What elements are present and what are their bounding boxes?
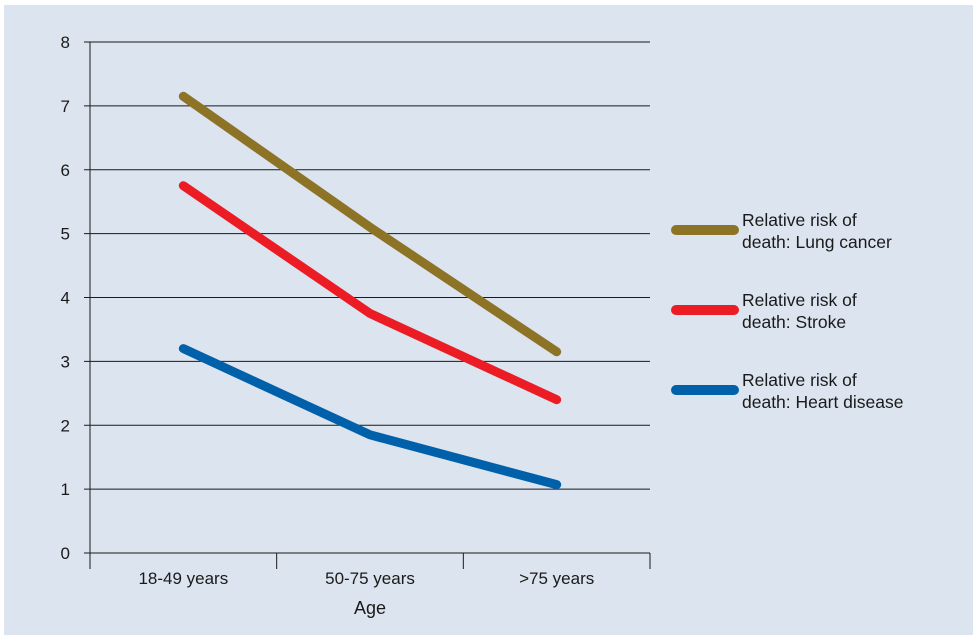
x-tick-label: >75 years (519, 569, 594, 588)
gridlines (90, 41, 650, 490)
y-tick-label: 2 (61, 416, 70, 435)
series-line (178, 91, 562, 357)
y-tick-label: 0 (61, 544, 70, 563)
y-tick-label: 6 (61, 161, 70, 180)
legend-label: death: Stroke (742, 312, 846, 332)
series-lines (178, 91, 562, 490)
series-line (178, 344, 562, 490)
legend-label: Relative risk of (742, 290, 857, 310)
tick-labels: 0 1 2 3 4 5 6 7 8 18-49 years 50-75 years >75 years (61, 33, 595, 588)
y-tick-label: 7 (61, 97, 70, 116)
axes (84, 41, 651, 569)
legend-label: death: Lung cancer (742, 232, 892, 252)
legend-label: death: Heart disease (742, 392, 904, 412)
y-tick-label: 8 (61, 33, 70, 52)
y-tick-label: 5 (61, 225, 70, 244)
x-tick-label: 18-49 years (138, 569, 228, 588)
legend-label: Relative risk of (742, 210, 857, 230)
chart-area: 0 1 2 3 4 5 6 7 8 18-49 years 50-75 years >75 years… (4, 5, 973, 635)
x-tick-label: 50-75 years (325, 569, 415, 588)
x-axis-title: Age (354, 598, 386, 618)
y-tick-label: 3 (61, 352, 70, 371)
y-tick-label: 1 (61, 480, 70, 499)
y-tick-label: 4 (61, 289, 70, 308)
line-chart: 0 1 2 3 4 5 6 7 8 18-49 years 50-75 years >75 years… (61, 33, 904, 618)
series-line (178, 181, 562, 405)
legend-label: Relative risk of (742, 370, 857, 390)
